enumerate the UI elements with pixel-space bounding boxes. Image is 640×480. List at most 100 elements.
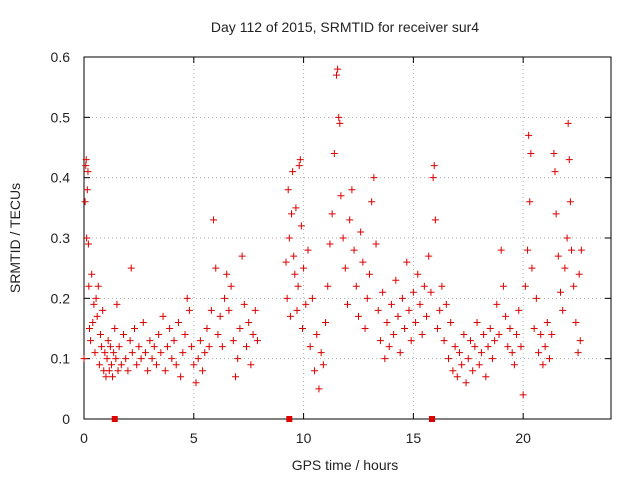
data-point: [304, 246, 312, 254]
data-point: [546, 355, 554, 363]
data-point: [403, 258, 411, 266]
data-point: [159, 312, 167, 320]
data-point: [293, 306, 301, 314]
data-point: [137, 355, 145, 363]
data-point: [170, 337, 178, 345]
data-point: [105, 367, 113, 375]
x-tick-label: 0: [80, 430, 88, 446]
data-point: [477, 349, 485, 357]
data-point: [412, 318, 420, 326]
data-point: [398, 294, 406, 302]
data-point: [253, 337, 261, 345]
data-point: [288, 210, 296, 218]
data-point: [427, 288, 435, 296]
data-point: [374, 306, 382, 314]
data-point: [188, 343, 196, 351]
y-tick-label: 0.1: [51, 351, 71, 367]
plot-frame: [83, 56, 612, 420]
data-point: [365, 270, 373, 278]
data-point: [499, 282, 507, 290]
data-point: [296, 156, 304, 164]
data-point: [570, 282, 578, 290]
data-point: [532, 294, 540, 302]
data-point: [550, 150, 558, 158]
data-point: [480, 331, 488, 339]
data-point: [350, 246, 358, 254]
data-point: [216, 312, 224, 320]
data-point: [89, 318, 97, 326]
data-point: [440, 337, 448, 345]
data-point: [337, 192, 345, 200]
data-point: [491, 337, 499, 345]
data-point: [484, 343, 492, 351]
data-point: [113, 300, 121, 308]
data-points: [80, 65, 585, 399]
data-point: [551, 168, 559, 176]
data-point: [387, 300, 395, 308]
data-point: [429, 174, 437, 182]
x-tick-labels: 0 5 10 15 20: [80, 430, 531, 446]
data-point: [238, 252, 246, 260]
data-point: [334, 65, 342, 73]
data-point: [95, 361, 103, 369]
data-point: [567, 246, 575, 254]
data-point: [242, 343, 250, 351]
data-point: [420, 282, 428, 290]
data-point: [88, 270, 96, 278]
data-point: [346, 216, 354, 224]
data-point: [83, 234, 91, 242]
y-tick-label: 0: [62, 411, 70, 427]
data-point: [385, 343, 393, 351]
data-point: [94, 282, 102, 290]
data-point: [434, 325, 442, 332]
data-point: [295, 162, 303, 170]
data-point: [488, 355, 496, 363]
data-point: [107, 361, 115, 369]
data-point: [236, 325, 244, 332]
data-point: [438, 282, 446, 290]
data-point: [148, 355, 156, 363]
data-point: [190, 361, 198, 369]
data-point: [471, 343, 479, 351]
data-point: [139, 318, 147, 326]
data-point: [354, 312, 362, 320]
x-axis-label: GPS time / hours: [292, 457, 399, 473]
data-point: [418, 331, 426, 339]
data-point: [207, 306, 215, 314]
data-point: [221, 294, 229, 302]
data-point: [102, 373, 110, 381]
data-point: [451, 343, 459, 351]
data-point: [530, 325, 538, 332]
data-point: [527, 150, 535, 158]
data-point: [469, 367, 477, 375]
grid-lines: [84, 57, 611, 419]
data-point: [317, 349, 325, 357]
data-point: [313, 331, 321, 339]
data-point: [372, 240, 380, 248]
data-point: [214, 331, 222, 339]
data-point: [163, 343, 171, 351]
gap-marker: [111, 416, 118, 422]
data-point: [348, 186, 356, 194]
data-point: [308, 294, 316, 302]
data-point: [155, 331, 163, 339]
data-point: [128, 349, 136, 357]
data-point: [577, 246, 585, 254]
data-point: [370, 174, 378, 182]
data-point: [311, 367, 319, 375]
data-point: [352, 282, 360, 290]
axis-ticks: [83, 56, 611, 420]
data-point: [245, 318, 253, 326]
data-point: [146, 337, 154, 345]
data-point: [416, 300, 424, 308]
data-point: [93, 312, 101, 320]
data-point: [115, 343, 123, 351]
data-point: [521, 282, 529, 290]
data-point: [515, 306, 523, 314]
data-point: [141, 349, 149, 357]
data-point: [104, 337, 112, 345]
data-point: [80, 355, 88, 363]
data-point: [133, 361, 141, 369]
data-point: [361, 325, 369, 332]
